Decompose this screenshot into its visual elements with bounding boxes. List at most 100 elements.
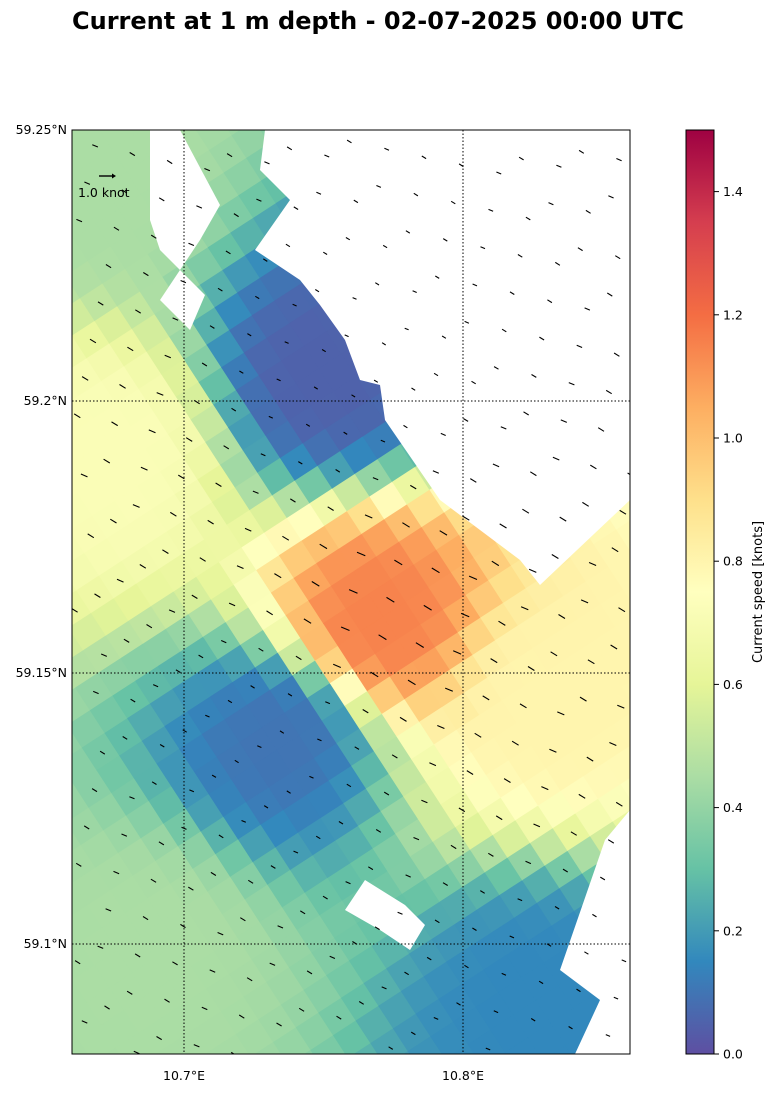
- current-vector: [431, 567, 440, 574]
- current-vector: [240, 917, 246, 922]
- speed-cell: [34, 411, 71, 448]
- colorbar-tick-label: 1.4: [723, 184, 743, 199]
- speed-cell: [397, 78, 434, 115]
- chart-title: Current at 1 m depth - 02-07-2025 00:00 …: [72, 7, 684, 35]
- speed-cell: [403, 1050, 411, 1054]
- speed-cell: [629, 88, 666, 125]
- current-vector: [327, 506, 334, 511]
- speed-cell: [228, 1057, 265, 1093]
- current-vector: [518, 156, 524, 161]
- current-vector: [129, 796, 135, 800]
- current-vector: [384, 147, 390, 151]
- current-vector: [252, 490, 259, 494]
- current-vector: [394, 559, 403, 566]
- current-vector: [279, 730, 285, 734]
- speed-cell: [650, 268, 687, 305]
- speed-cell: [597, 783, 630, 823]
- current-vector: [293, 206, 299, 210]
- speed-cell: [326, 1058, 363, 1093]
- quiver-key-arrowhead: [112, 173, 116, 179]
- current-vector: [316, 191, 322, 195]
- current-vector: [220, 639, 227, 644]
- current-vector: [362, 709, 369, 714]
- current-vector: [185, 437, 193, 442]
- current-vector: [311, 581, 320, 587]
- current-vector: [517, 254, 523, 258]
- speed-cell: [155, 1040, 185, 1054]
- speed-cell: [648, 366, 685, 403]
- current-vector: [263, 805, 269, 809]
- current-vector: [498, 620, 506, 626]
- current-vector: [198, 654, 204, 659]
- current-vector: [588, 561, 597, 567]
- current-vector: [551, 554, 559, 559]
- current-vector: [412, 290, 417, 294]
- current-vector: [585, 209, 591, 214]
- current-vector: [586, 756, 594, 762]
- current-vector: [511, 740, 519, 746]
- current-vector: [139, 564, 147, 569]
- speed-cell: [13, 231, 50, 268]
- speed-cell: [300, 77, 337, 114]
- speed-cell: [592, 80, 629, 117]
- current-vector: [556, 164, 562, 168]
- current-vector: [298, 461, 303, 465]
- lat-tick-59-15: 59.15°N: [16, 665, 67, 680]
- current-vector: [549, 748, 557, 753]
- current-vector: [277, 925, 284, 929]
- current-vector: [605, 1034, 611, 1037]
- speed-cell: [620, 778, 630, 799]
- current-vector: [577, 247, 583, 252]
- current-vector: [421, 799, 428, 804]
- current-vector: [381, 986, 387, 990]
- current-vector: [158, 197, 165, 202]
- current-vector: [80, 473, 88, 478]
- current-vector: [570, 831, 577, 836]
- speed-cell: [638, 598, 675, 635]
- speed-cell: [504, 1037, 540, 1054]
- speed-cell: [28, 253, 65, 290]
- speed-cell: [647, 463, 684, 500]
- speed-cell: [601, 1053, 604, 1054]
- current-vector: [133, 1050, 140, 1054]
- speed-cell: [650, 815, 687, 852]
- current-vector: [238, 1014, 245, 1019]
- current-vector: [181, 826, 187, 830]
- axis-tick-labels: 59.25°N 59.2°N 59.15°N 59.1°N 10.7°E 10.…: [16, 122, 484, 1083]
- current-vector: [607, 839, 615, 844]
- current-vector: [435, 275, 440, 279]
- speed-cell: [29, 156, 66, 193]
- speed-cell: [16, 680, 53, 717]
- speed-cell: [17, 583, 54, 620]
- colorbar: 0.0 0.2 0.4 0.6 0.8 1.0 1.2 1.4 Current speed […: [685, 129, 766, 1062]
- current-vector: [517, 898, 523, 902]
- current-vector: [260, 453, 266, 457]
- speed-cell: [19, 1032, 56, 1069]
- current-vector: [189, 789, 195, 793]
- speed-cell: [21, 193, 58, 230]
- current-vector: [466, 770, 474, 775]
- current-vector: [482, 695, 490, 701]
- current-vector: [268, 415, 274, 419]
- speed-cell: [108, 1070, 145, 1093]
- current-vector: [159, 744, 165, 748]
- current-vector: [587, 659, 595, 665]
- speed-cell: [33, 1055, 70, 1092]
- current-vector: [255, 295, 260, 300]
- current-vector: [72, 608, 78, 613]
- speed-cell: [639, 500, 676, 537]
- current-vector: [560, 419, 568, 423]
- current-vector: [121, 189, 128, 194]
- colorbar-tick-label: 0.8: [723, 554, 743, 569]
- current-vector: [148, 429, 156, 434]
- current-vector: [215, 482, 222, 487]
- current-vector: [579, 696, 587, 702]
- speed-cell: [626, 939, 630, 948]
- current-vector: [463, 418, 469, 422]
- current-vector: [610, 644, 618, 650]
- quiver-key-label: 1.0 knot: [78, 185, 130, 200]
- current-vector: [375, 829, 382, 833]
- current-vector: [519, 703, 527, 709]
- current-vector: [150, 878, 157, 883]
